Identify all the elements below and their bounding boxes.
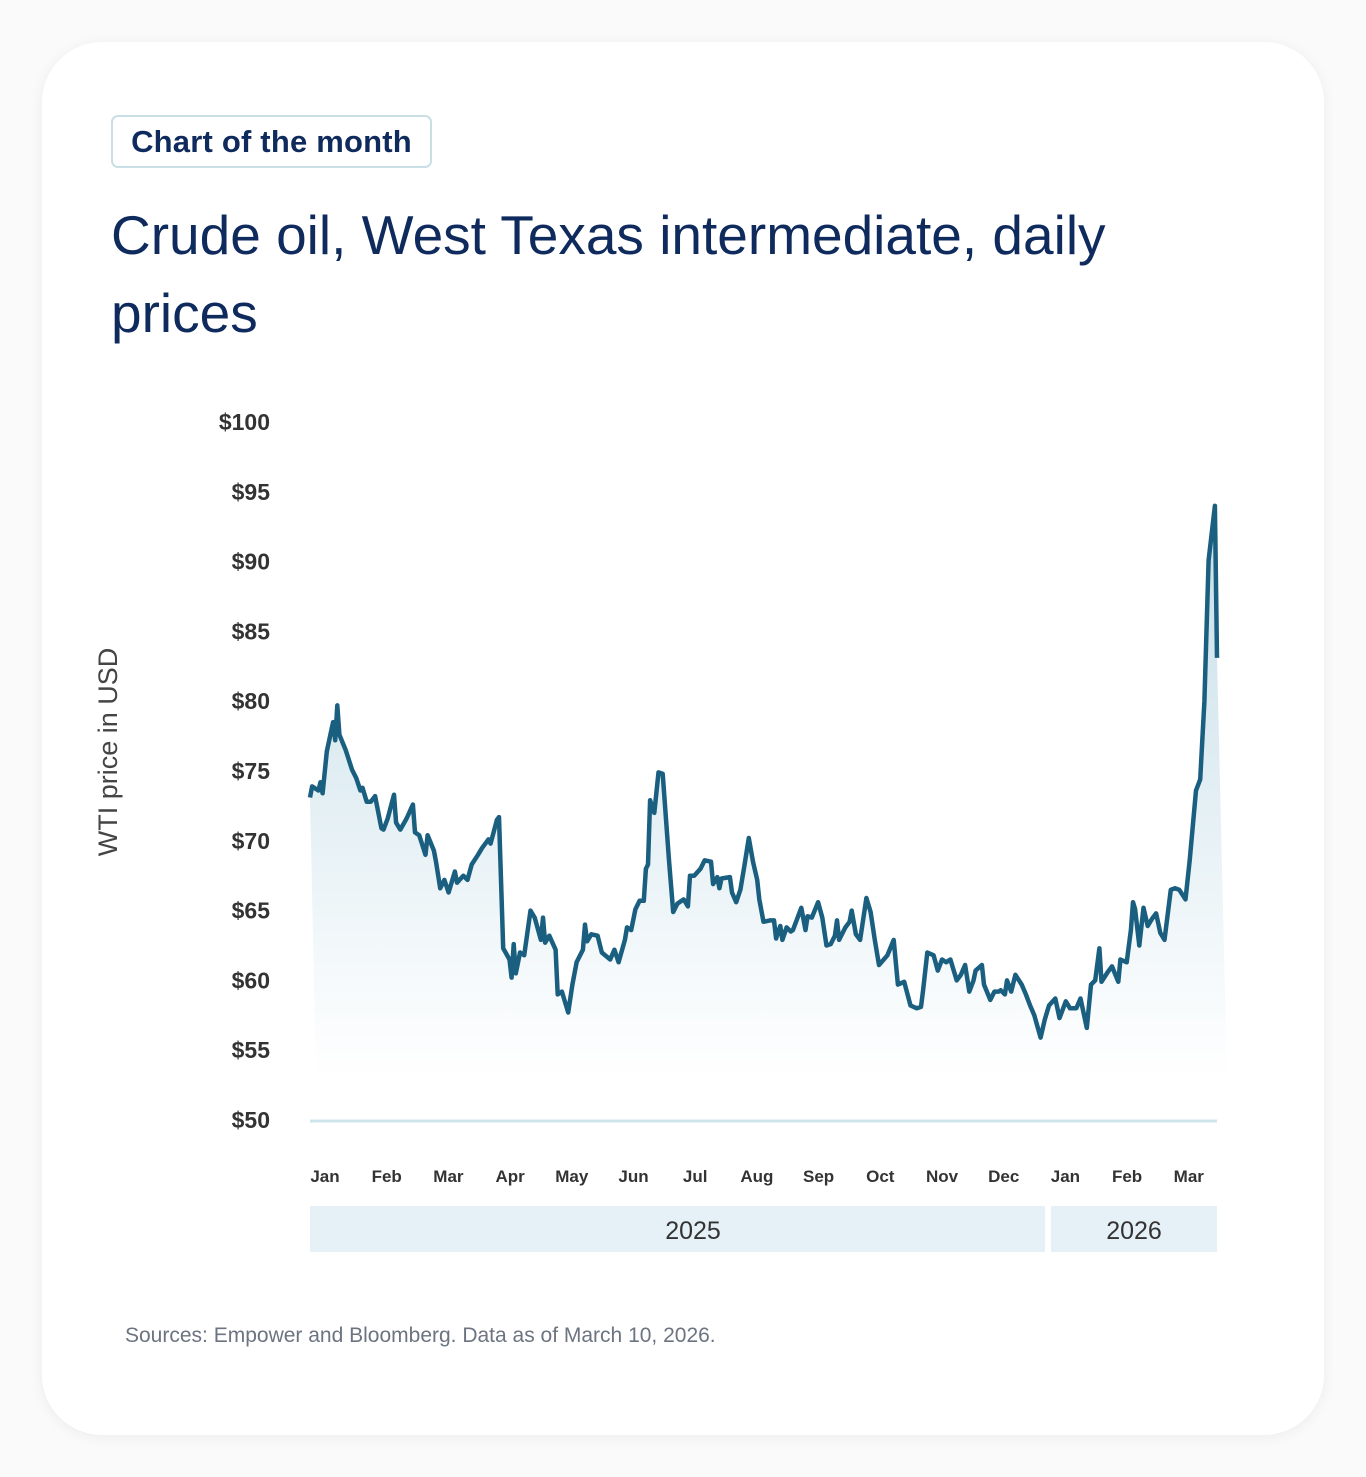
x-tick-label: Oct: [866, 1167, 895, 1186]
x-tick-label: Jun: [618, 1167, 648, 1186]
price-line: [307, 503, 1220, 1040]
y-tick-label: $50: [232, 1107, 270, 1133]
y-tick-label: $90: [232, 549, 270, 575]
x-tick-label: Nov: [926, 1167, 959, 1186]
y-tick-label: $65: [232, 898, 271, 924]
x-tick-label: Sep: [803, 1167, 834, 1186]
year-label-2025: 2025: [665, 1217, 721, 1245]
chart-title: Crude oil, West Texas intermediate, dail…: [111, 204, 1106, 344]
sources-note: Sources: Empower and Bloomberg. Data as …: [125, 1324, 716, 1347]
x-tick-label: Mar: [1174, 1167, 1205, 1186]
year-band-2025: [310, 1206, 1045, 1252]
y-tick-label: $60: [232, 967, 270, 993]
chart-of-the-month-badge: Chart of the month: [111, 115, 432, 168]
x-tick-label: Apr: [495, 1167, 525, 1186]
x-tick-label: May: [555, 1167, 589, 1186]
y-tick-label: $85: [232, 618, 271, 644]
year-band-2026: [1051, 1206, 1217, 1252]
x-tick-label: Jul: [683, 1167, 708, 1186]
chart-card: [42, 42, 1324, 1435]
x-tick-label: Aug: [740, 1167, 773, 1186]
y-tick-label: $100: [219, 409, 270, 435]
y-tick-label: $70: [232, 828, 270, 854]
y-axis-label: WTI price in USD: [93, 648, 123, 857]
y-tick-label: $55: [232, 1037, 271, 1063]
x-tick-label: Feb: [372, 1167, 402, 1186]
x-tick-label: Jan: [1051, 1167, 1080, 1186]
x-tick-label: Dec: [988, 1167, 1019, 1186]
x-tick-label: Jan: [310, 1167, 339, 1186]
y-tick-label: $75: [232, 758, 271, 784]
x-tick-label: Feb: [1112, 1167, 1142, 1186]
y-tick-label: $95: [232, 479, 271, 505]
y-tick-label: $80: [232, 688, 270, 714]
year-label-2026: 2026: [1106, 1217, 1162, 1245]
x-tick-label: Mar: [433, 1167, 464, 1186]
